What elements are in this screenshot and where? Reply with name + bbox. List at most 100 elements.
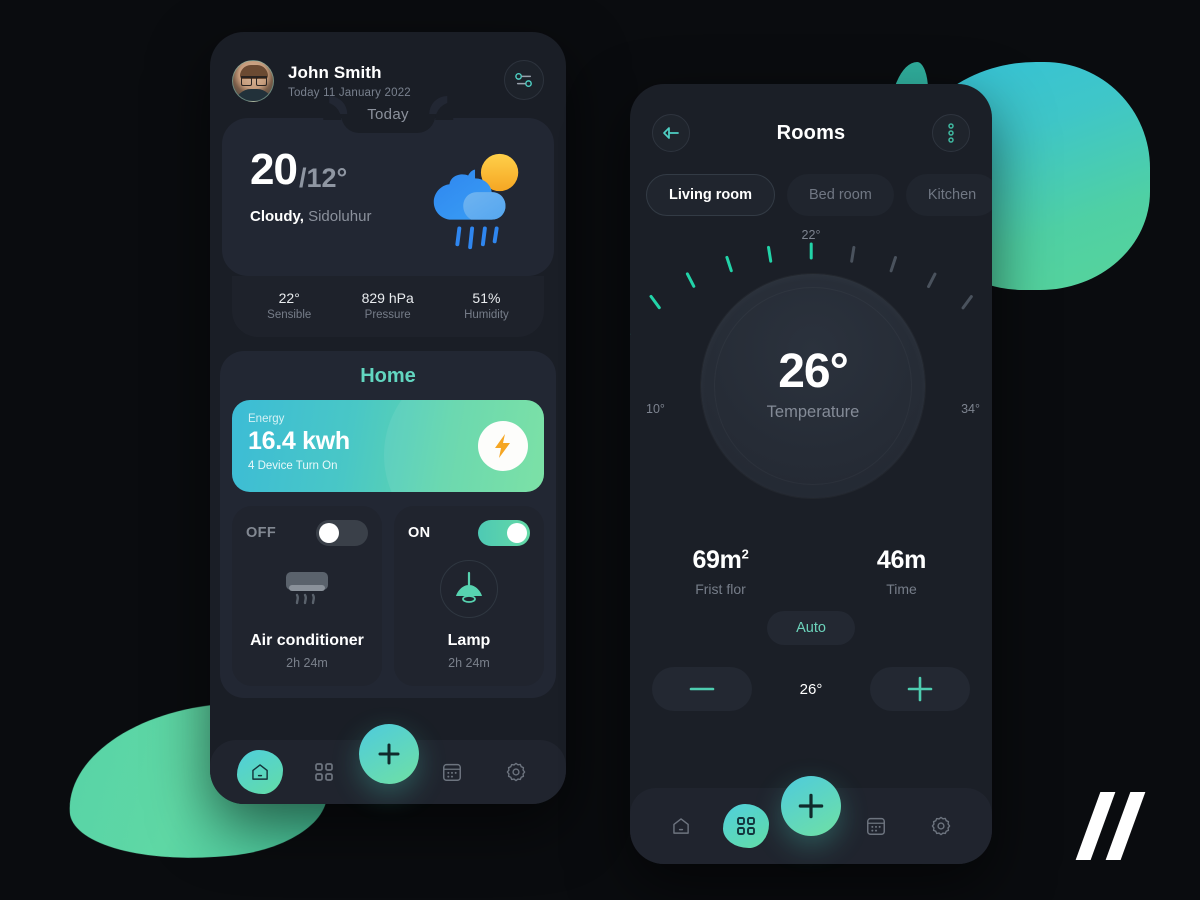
cloud-sun-rain-icon — [433, 153, 519, 250]
room-tabs: Living room Bed room Kitchen — [630, 152, 992, 216]
dial-mid-label: 22° — [801, 228, 821, 242]
device-icon-wrap — [408, 552, 530, 626]
temperature-line: 20 /12° — [222, 148, 554, 192]
back-button[interactable] — [652, 114, 690, 152]
home-icon — [252, 764, 268, 780]
tab-living-room[interactable]: Living room — [646, 174, 775, 216]
rooms-header: Rooms — [630, 84, 992, 152]
nav-item-home[interactable] — [659, 804, 703, 848]
minus-icon — [689, 687, 715, 691]
dial-min-label: 10° — [646, 402, 665, 416]
room-stats: 69m2 Frist flor 46m Time — [630, 546, 992, 597]
avatar-glasses — [241, 76, 267, 86]
nav-item-home[interactable] — [237, 750, 283, 794]
weather-tab-today[interactable]: Today — [323, 102, 453, 133]
stat-label: Humidity — [464, 309, 509, 321]
fab-add-left[interactable] — [359, 724, 419, 784]
nav-item-calendar[interactable] — [430, 750, 474, 794]
settings-sliders-button[interactable] — [504, 60, 544, 100]
temperature-stepper: 26° — [630, 645, 992, 711]
device-time: 2h 24m — [448, 656, 490, 670]
stat-value: 22° — [278, 290, 300, 306]
phone-left: John Smith Today 11 January 2022 Today 2… — [210, 32, 566, 804]
stat-label: Frist flor — [695, 581, 746, 597]
bolt-icon — [495, 434, 510, 458]
auto-mode-button[interactable]: Auto — [767, 611, 855, 645]
more-vertical-icon — [948, 123, 954, 143]
tab-kitchen[interactable]: Kitchen — [905, 174, 992, 216]
avatar[interactable] — [232, 60, 274, 102]
gear-icon — [506, 762, 526, 782]
plus-icon — [378, 743, 400, 765]
back-arrow-icon — [663, 127, 679, 139]
stat-value: 69m — [692, 546, 742, 574]
dial-face[interactable]: 26° Temperature — [701, 274, 925, 498]
energy-card[interactable]: Energy 16.4 kwh 4 Device Turn On — [232, 400, 544, 492]
nav-item-settings[interactable] — [494, 750, 538, 794]
stat-value: 829 hPa — [361, 290, 414, 306]
device-list: OFF Air conditioner 2h 24m — [232, 506, 544, 686]
dial-tick — [766, 245, 773, 263]
decrease-temperature-button[interactable] — [652, 667, 752, 711]
home-icon — [672, 818, 689, 834]
stat-superscript: 2 — [741, 546, 749, 562]
plus-icon — [798, 793, 824, 819]
nav-item-settings[interactable] — [919, 804, 963, 848]
avatar-hair — [240, 65, 268, 79]
energy-subtitle: 4 Device Turn On — [248, 460, 338, 472]
device-card-air-conditioner[interactable]: OFF Air conditioner 2h 24m — [232, 506, 382, 686]
dial-label: Temperature — [766, 403, 860, 421]
dial-tick — [926, 272, 937, 289]
nav-item-calendar[interactable] — [854, 804, 898, 848]
dial-value: 26° — [778, 345, 849, 398]
stat-value: 51% — [472, 290, 501, 306]
device-toggle[interactable] — [478, 520, 530, 546]
stat-label: Time — [886, 581, 917, 597]
device-name: Lamp — [447, 632, 491, 649]
increase-temperature-button[interactable] — [870, 667, 970, 711]
energy-bolt-button[interactable] — [478, 421, 528, 471]
device-state: OFF — [246, 525, 277, 541]
device-card-lamp[interactable]: ON Lamp 2h 24m — [394, 506, 544, 686]
lamp-icon — [456, 571, 482, 603]
calendar-icon — [867, 817, 886, 835]
weather-stat-item: 51% Humidity — [464, 290, 509, 321]
nav-item-grid[interactable] — [722, 804, 769, 848]
energy-value: 16.4 kwh — [248, 427, 350, 455]
weather-condition: Cloudy, — [250, 208, 304, 225]
calendar-icon — [443, 763, 461, 781]
stat-label: Pressure — [364, 309, 411, 321]
temperature-dial[interactable]: 22° 10° 34° 26° Temperature — [630, 228, 992, 540]
gear-icon — [932, 816, 951, 836]
temp-high: 20 — [250, 145, 298, 194]
avatar-body — [235, 89, 273, 101]
weather-card[interactable]: Today 20 /12° Cloudy, Sidoluhur — [222, 102, 554, 337]
active-indicator-blob — [237, 750, 283, 794]
dial-tick — [725, 255, 733, 273]
tab-bed-room[interactable]: Bed room — [786, 174, 894, 216]
dial-tick — [809, 242, 813, 260]
device-toggle[interactable] — [316, 520, 368, 546]
fab-add-right[interactable] — [781, 776, 841, 836]
more-menu-button[interactable] — [931, 114, 970, 152]
air-conditioner-icon — [286, 572, 328, 605]
double-slash-logo — [1075, 792, 1162, 862]
device-name: Air conditioner — [250, 632, 364, 649]
energy-label: Energy — [248, 413, 285, 425]
profile-header: John Smith Today 11 January 2022 — [210, 32, 566, 102]
weather-stats: 22° Sensible 829 hPa Pressure 51% Humidi… — [232, 276, 544, 337]
toggle-knob — [319, 523, 339, 543]
sliders-icon — [515, 72, 532, 88]
grid-icon — [736, 817, 755, 835]
profile-text: John Smith Today 11 January 2022 — [288, 63, 411, 99]
room-stat-area: 69m2 Frist flor — [630, 546, 811, 597]
nav-item-grid[interactable] — [302, 750, 346, 794]
room-stat-time: 46m Time — [811, 546, 992, 597]
home-section: Home Energy 16.4 kwh 4 Device Turn On OF… — [220, 351, 556, 698]
temp-low: /12° — [298, 163, 348, 193]
plus-icon — [907, 676, 933, 702]
page-title: Rooms — [776, 121, 846, 144]
device-state: ON — [408, 525, 431, 541]
dial-tick — [685, 272, 696, 289]
